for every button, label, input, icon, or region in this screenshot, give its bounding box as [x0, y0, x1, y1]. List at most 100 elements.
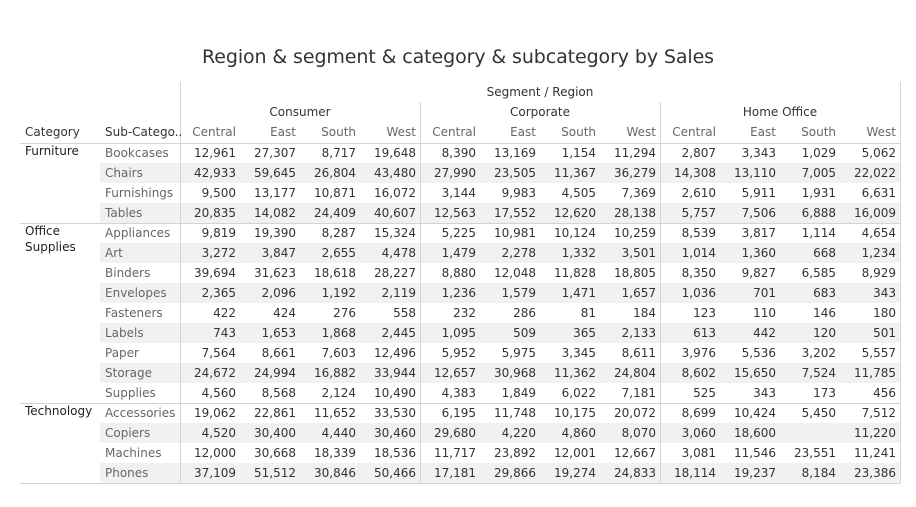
sales-cell: 5,757	[681, 206, 716, 220]
subcategory-label: Supplies	[105, 386, 156, 400]
sales-cell: 9,819	[201, 226, 236, 240]
sales-cell: 8,717	[321, 146, 356, 160]
sales-cell: 24,994	[254, 366, 296, 380]
sales-cell: 8,611	[621, 346, 656, 360]
sales-cell: 1,014	[681, 246, 716, 260]
sales-cell: 33,530	[374, 406, 416, 420]
sales-cell: 10,490	[374, 386, 416, 400]
sales-cell: 29,680	[434, 426, 476, 440]
subcategory-label: Copiers	[105, 426, 151, 440]
sales-cell: 8,929	[861, 266, 896, 280]
sales-cell: 6,888	[801, 206, 836, 220]
sales-cell: 23,386	[854, 466, 896, 480]
sales-cell: 7,181	[621, 386, 656, 400]
sales-cell: 40,607	[374, 206, 416, 220]
sales-cell: 10,981	[494, 226, 536, 240]
sales-cell: 365	[573, 326, 596, 340]
sales-cell: 36,279	[614, 166, 656, 180]
row-band	[100, 363, 900, 383]
sales-cell: 2,278	[501, 246, 536, 260]
subcategory-label: Machines	[105, 446, 162, 460]
sales-cell: 146	[813, 306, 836, 320]
sales-cell: 20,835	[194, 206, 236, 220]
sales-cell: 24,672	[194, 366, 236, 380]
row-band	[100, 463, 900, 483]
sales-cell: 12,657	[434, 366, 476, 380]
sales-cell: 4,560	[201, 386, 236, 400]
sales-cell: 11,748	[494, 406, 536, 420]
sales-cell: 442	[753, 326, 776, 340]
sales-cell: 24,804	[614, 366, 656, 380]
subcategory-label: Phones	[105, 466, 149, 480]
sales-cell: 8,390	[441, 146, 476, 160]
sales-cell: 33,944	[374, 366, 416, 380]
sales-cell: 17,552	[494, 206, 536, 220]
sales-cell: 2,119	[381, 286, 416, 300]
region-header: South	[321, 125, 356, 139]
sales-cell: 668	[813, 246, 836, 260]
sales-cell: 1,868	[321, 326, 356, 340]
sales-cell: 4,478	[381, 246, 416, 260]
sales-cell: 7,603	[321, 346, 356, 360]
sales-cell: 1,657	[621, 286, 656, 300]
sales-cell: 14,082	[254, 206, 296, 220]
sales-cell: 2,807	[681, 146, 716, 160]
sales-cell: 7,369	[621, 186, 656, 200]
subcategory-label: Chairs	[105, 166, 143, 180]
sales-cell: 12,961	[194, 146, 236, 160]
sales-cell: 16,009	[854, 206, 896, 220]
sales-cell: 1,029	[801, 146, 836, 160]
sales-cell: 1,036	[681, 286, 716, 300]
sales-cell: 14,308	[674, 166, 716, 180]
segment-header: Corporate	[510, 105, 570, 119]
region-header: South	[561, 125, 596, 139]
subcategory-label: Tables	[105, 206, 143, 220]
sales-cell: 1,471	[561, 286, 596, 300]
region-header: East	[510, 125, 536, 139]
row-band	[100, 163, 900, 183]
region-header: South	[801, 125, 836, 139]
sales-cell: 30,460	[374, 426, 416, 440]
sales-cell: 22,861	[254, 406, 296, 420]
sales-cell: 23,505	[494, 166, 536, 180]
sales-cell: 6,022	[561, 386, 596, 400]
divider-line	[20, 223, 900, 224]
sales-cell: 1,849	[501, 386, 536, 400]
sales-cell: 50,466	[374, 466, 416, 480]
divider-line	[900, 82, 901, 483]
sales-cell: 7,524	[801, 366, 836, 380]
subcategory-label: Art	[105, 246, 123, 260]
sales-cell: 1,579	[501, 286, 536, 300]
divider-line	[20, 143, 900, 144]
sales-cell: 1,479	[441, 246, 476, 260]
sales-cell: 4,505	[561, 186, 596, 200]
sales-cell: 24,409	[314, 206, 356, 220]
sales-cell: 16,072	[374, 186, 416, 200]
sales-cell: 1,360	[741, 246, 776, 260]
sales-cell: 23,892	[494, 446, 536, 460]
sales-cell: 11,828	[554, 266, 596, 280]
sales-cell: 8,539	[681, 226, 716, 240]
row-band	[100, 323, 900, 343]
sales-cell: 8,602	[681, 366, 716, 380]
sales-cell: 18,114	[674, 466, 716, 480]
sales-cell: 7,506	[741, 206, 776, 220]
sales-cell: 3,817	[741, 226, 776, 240]
sales-cell: 8,661	[261, 346, 296, 360]
sales-cell: 42,933	[194, 166, 236, 180]
sales-cell: 11,241	[854, 446, 896, 460]
column-header-title: Segment / Region	[486, 85, 594, 99]
sales-cell: 1,192	[321, 286, 356, 300]
sales-cell: 286	[513, 306, 536, 320]
sales-cell: 15,650	[734, 366, 776, 380]
sales-cell: 11,785	[854, 366, 896, 380]
sales-cell: 8,699	[681, 406, 716, 420]
sales-cell: 509	[513, 326, 536, 340]
sales-cell: 276	[333, 306, 356, 320]
sales-cell: 701	[753, 286, 776, 300]
sales-cell: 4,440	[321, 426, 356, 440]
sales-cell: 1,095	[441, 326, 476, 340]
sales-cell: 110	[753, 306, 776, 320]
sales-cell: 1,931	[801, 186, 836, 200]
sales-cell: 5,225	[441, 226, 476, 240]
